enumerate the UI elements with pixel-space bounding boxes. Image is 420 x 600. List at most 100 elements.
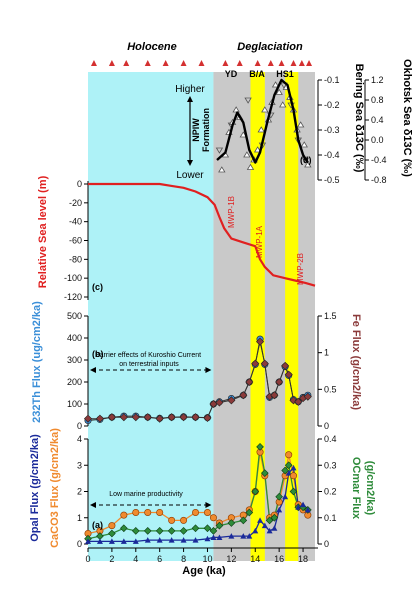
panel-label-a: (a) [92, 520, 103, 530]
opal-point [240, 533, 247, 539]
opal-point [144, 537, 151, 543]
npiw-lower: Lower [176, 170, 204, 181]
okhotsk-tick-label: -0.4 [371, 155, 387, 165]
sealevel-tick-label: 0 [77, 179, 82, 189]
bering-point [261, 106, 269, 113]
ocmar-point [284, 461, 293, 470]
th-flux-y-title: 232Th Flux (ug/cm2/ka) [31, 301, 43, 423]
opal-point [156, 537, 163, 543]
age-marker-10 [267, 60, 274, 66]
fe-point [256, 337, 265, 346]
header-holocene: Holocene [127, 41, 177, 53]
fe-point [245, 377, 254, 387]
fe-point [131, 413, 140, 422]
age-marker-0 [90, 60, 97, 66]
opal-line [88, 466, 309, 543]
ocmar-tick-label: 0.1 [324, 513, 337, 523]
fe-point [143, 413, 152, 422]
fe-line [88, 341, 308, 420]
event-label-yd: YD [225, 69, 238, 79]
npiw-indicator: Higher NPIW Formation Lower [175, 84, 211, 181]
opal-point [290, 464, 297, 471]
ocmar-point [281, 466, 289, 475]
bering-point [296, 121, 305, 128]
okhotsk-tick-label: 0.4 [371, 115, 384, 125]
ocmar-point [131, 527, 140, 535]
th-tick-label: 400 [67, 333, 82, 343]
bering-smooth-line [216, 78, 309, 164]
age-marker-14 [306, 60, 313, 66]
npiw-label-1: NPIW [191, 118, 201, 142]
caco3-point [144, 508, 152, 516]
okhotsk-tick-label: 0.0 [371, 135, 384, 145]
fe-point [251, 359, 260, 368]
header-deglaciation: Deglaciation [237, 41, 303, 53]
sealevel-y-title: Relative Sea level (m) [37, 175, 49, 288]
ocmar-point [209, 527, 218, 535]
age-marker-2 [123, 60, 130, 66]
mwp-1b-label: MWP-1B [227, 196, 236, 228]
ocmar-tick-label: 0 [324, 539, 329, 549]
bering-y-title: Bering Sea δ13C (‰) [353, 64, 365, 173]
fe-point [227, 396, 236, 405]
ocmar-point [191, 524, 200, 533]
opal-point [192, 537, 199, 543]
th-tick-label: 300 [67, 355, 82, 365]
x-tick-label: 4 [133, 554, 138, 564]
fe-point [107, 413, 116, 422]
opal-point [180, 537, 187, 543]
ocmar-point [260, 469, 269, 477]
age-marker-4 [162, 60, 169, 66]
x-tick-label: 8 [181, 554, 186, 564]
age-marker-11 [278, 60, 285, 66]
ocmar-point [251, 487, 260, 496]
caco3-point [203, 508, 211, 516]
age-marker-8 [236, 60, 243, 66]
bering-tick-label: -0.4 [324, 150, 340, 160]
ocmar-point [270, 513, 279, 522]
opal-tick-label: 1 [77, 513, 82, 523]
ocmar-y-title-1: OCmar Flux [350, 457, 362, 520]
caco3-point [120, 511, 128, 519]
sealevel-line [88, 182, 316, 287]
ocmar-point [179, 527, 188, 535]
fe-flux-y-title: Fe Flux (g/cm2/ka) [350, 314, 362, 410]
x-tick-label: 10 [202, 554, 212, 564]
opal-point [246, 533, 253, 539]
x-tick-label: 12 [226, 554, 236, 564]
ocmar-point [167, 527, 176, 535]
fe-point [95, 414, 104, 423]
sealevel-tick-label: -60 [69, 236, 82, 246]
low-productivity-annotation: Low marine productivity [109, 491, 183, 498]
fe-point [119, 413, 128, 422]
ocmar-tick-label: 0.3 [324, 460, 337, 470]
opal-point [210, 534, 217, 540]
bering-point [304, 161, 312, 168]
fe-point [275, 377, 284, 387]
bering-point [271, 81, 280, 88]
ocmar-point [120, 524, 128, 533]
okhotsk-point [215, 147, 224, 154]
fe-point [155, 414, 164, 423]
x-tick-label: 16 [274, 554, 284, 564]
sealevel-tick-label: -80 [69, 254, 82, 264]
opal-point [96, 538, 103, 544]
bering-point [246, 163, 255, 170]
fe-point [179, 413, 188, 422]
opal-y-title: Opal Flux (g/cm2/ka) [29, 434, 41, 542]
fe-point [83, 414, 93, 423]
opal-point [120, 538, 127, 544]
ocmar-point [265, 516, 274, 525]
x-tick-label: 2 [109, 554, 114, 564]
age-marker-9 [254, 60, 261, 66]
barrier-arrow-head-left [90, 367, 96, 373]
opal-point [282, 493, 289, 500]
fe-point [191, 413, 200, 422]
fe-point [260, 359, 269, 368]
caco3-point [108, 522, 116, 530]
caco3-point [168, 516, 176, 524]
age-marker-6 [198, 60, 205, 66]
barrier-annotation: Barrier effects of Kuroshio Current on t… [95, 352, 203, 368]
x-tick-label: 14 [250, 554, 260, 564]
npiw-higher: Higher [175, 84, 205, 95]
